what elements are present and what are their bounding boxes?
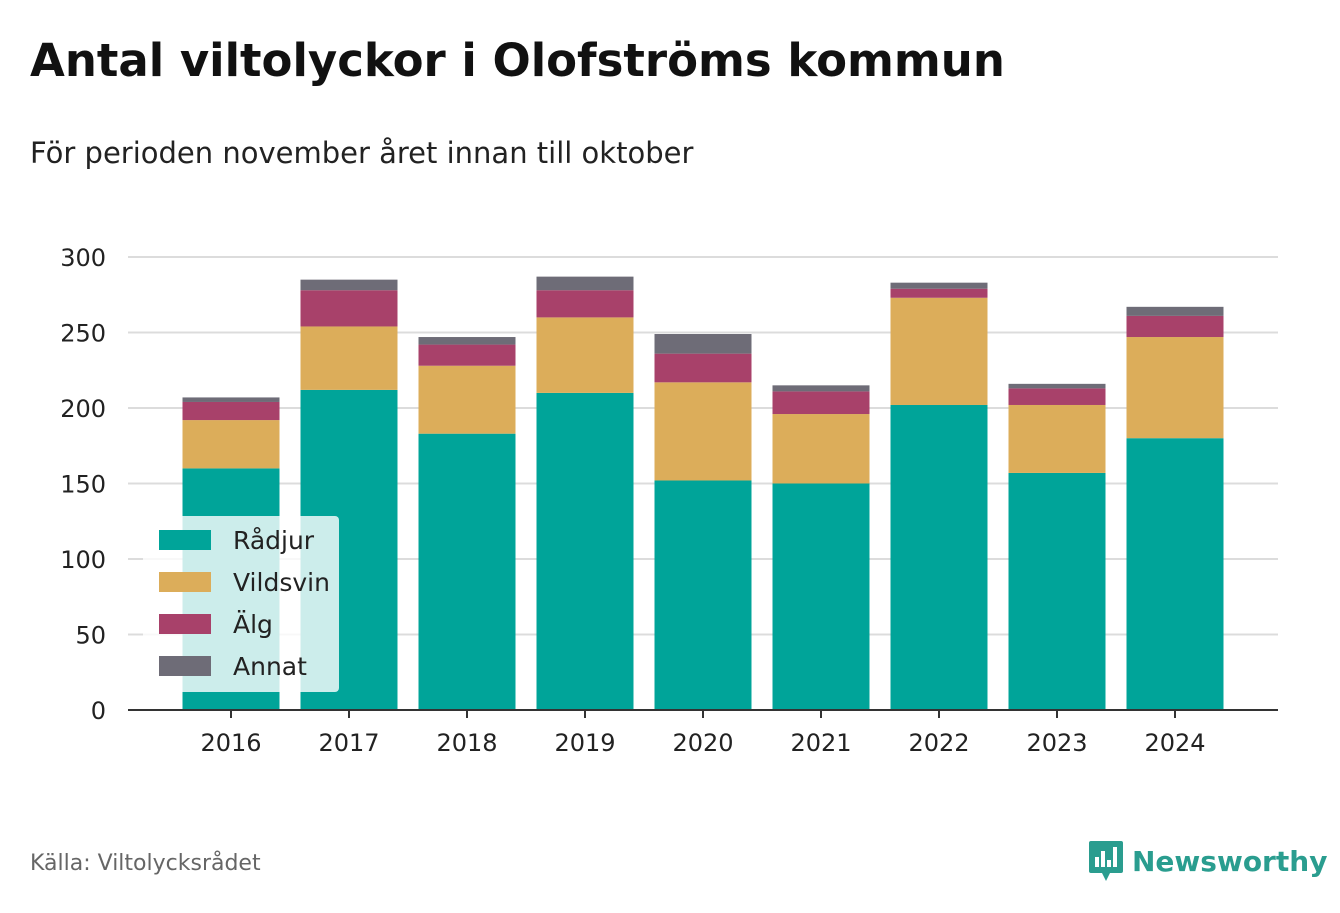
bar-segment-rådjur-2023: [1008, 472, 1106, 710]
bar-segment-rådjur-2024: [1126, 438, 1224, 710]
x-tick-label: 2023: [1026, 729, 1087, 757]
legend-label-älg: Älg: [233, 610, 273, 639]
source-note: Källa: Viltolycksrådet: [30, 851, 261, 876]
bar-segment-älg-2017: [300, 290, 398, 327]
bar-segment-vildsvin-2024: [1126, 337, 1224, 439]
bar-segment-annat-2019: [536, 276, 634, 291]
chart-subtitle: För perioden november året innan till ok…: [30, 136, 694, 170]
legend-swatch-älg: [159, 614, 211, 634]
x-tick-label: 2020: [672, 729, 733, 757]
legend-swatch-annat: [159, 656, 211, 676]
bar-segment-annat-2018: [418, 337, 516, 345]
bar-segment-annat-2020: [654, 334, 752, 354]
bar-segment-vildsvin-2023: [1008, 404, 1106, 473]
legend-box: [143, 516, 339, 692]
bar-segment-annat-2022: [890, 282, 988, 289]
bar-segment-älg-2021: [772, 391, 870, 415]
bar-segment-älg-2016: [182, 401, 280, 421]
x-tick-label: 2019: [554, 729, 615, 757]
bar-segment-rådjur-2018: [418, 433, 516, 710]
legend-label-rådjur: Rådjur: [233, 526, 315, 555]
bar-segment-vildsvin-2018: [418, 365, 516, 434]
y-tick-label: 150: [60, 471, 106, 499]
x-tick-label: 2018: [436, 729, 497, 757]
x-tick-label: 2024: [1144, 729, 1205, 757]
y-tick-label: 200: [60, 395, 106, 423]
bar-segment-annat-2017: [300, 279, 398, 291]
bar-segment-älg-2020: [654, 353, 752, 383]
bar-segment-vildsvin-2019: [536, 317, 634, 393]
x-tick-label: 2022: [908, 729, 969, 757]
bar-segment-vildsvin-2022: [890, 297, 988, 405]
legend-swatch-rådjur: [159, 530, 211, 550]
x-tick-label: 2017: [318, 729, 379, 757]
bar-segment-vildsvin-2017: [300, 326, 398, 390]
chart-title: Antal viltolyckor i Olofströms kommun: [30, 34, 1005, 87]
x-tick-label: 2016: [200, 729, 261, 757]
bar-segment-annat-2024: [1126, 306, 1224, 316]
legend-swatch-vildsvin: [159, 572, 211, 592]
bar-segment-rådjur-2021: [772, 483, 870, 710]
y-tick-label: 0: [91, 697, 106, 725]
bar-segment-annat-2023: [1008, 383, 1106, 389]
bar-segment-älg-2022: [890, 288, 988, 298]
x-tick-label: 2021: [790, 729, 851, 757]
bar-segment-älg-2018: [418, 344, 516, 366]
bar-segment-annat-2016: [182, 397, 280, 402]
bar-segment-rådjur-2022: [890, 404, 988, 710]
bar-segment-älg-2024: [1126, 315, 1224, 338]
brand-name: Newsworthy: [1132, 844, 1328, 878]
y-tick-label: 300: [60, 244, 106, 272]
y-tick-label: 100: [60, 546, 106, 574]
brand-logo: Newsworthy: [1088, 838, 1327, 884]
bar-segment-vildsvin-2020: [654, 382, 752, 481]
y-tick-label: 250: [60, 320, 106, 348]
bar-segment-rådjur-2019: [536, 392, 634, 710]
bar-chart-speech-bubble-icon: [1089, 841, 1123, 881]
legend-label-annat: Annat: [233, 652, 307, 681]
bar-segment-vildsvin-2016: [182, 420, 280, 469]
bar-segment-vildsvin-2021: [772, 414, 870, 484]
bar-segment-älg-2019: [536, 290, 634, 318]
bar-segment-rådjur-2020: [654, 480, 752, 710]
bar-segment-älg-2023: [1008, 388, 1106, 405]
bar-segment-annat-2021: [772, 385, 870, 392]
y-tick-label: 50: [75, 622, 106, 650]
legend-label-vildsvin: Vildsvin: [233, 568, 330, 597]
